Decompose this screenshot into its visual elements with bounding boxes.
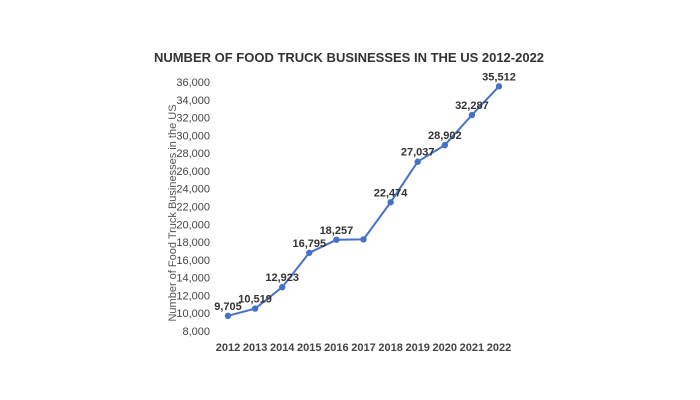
y-tick-label: 22,000 bbox=[176, 202, 210, 214]
y-tick-label: 34,000 bbox=[176, 95, 210, 107]
y-tick-label: 12,000 bbox=[176, 290, 210, 302]
x-tick-label: 2018 bbox=[378, 342, 402, 354]
data-label: 12,923 bbox=[265, 272, 299, 284]
x-axis-ticks: 2012 2013 2014 2015 2016 2017 2018 2019 2020 2021… bbox=[216, 342, 511, 354]
data-point bbox=[333, 236, 340, 243]
data-label: 27,037 bbox=[401, 147, 435, 159]
data-point bbox=[387, 199, 394, 206]
data-point bbox=[441, 141, 448, 149]
y-axis-ticks: 8,000 10,000 12,000 14,000 16,000 18,000 20,00… bbox=[176, 77, 210, 338]
x-tick-label: 2022 bbox=[487, 342, 511, 354]
data-label: 16,795 bbox=[292, 238, 326, 250]
y-tick-label: 14,000 bbox=[176, 273, 210, 285]
data-point bbox=[306, 249, 313, 256]
y-tick-label: 20,000 bbox=[176, 219, 210, 231]
x-tick-label: 2016 bbox=[324, 342, 348, 354]
y-tick-label: 18,000 bbox=[176, 237, 210, 249]
data-label: 18,257 bbox=[320, 225, 354, 237]
x-tick-label: 2014 bbox=[270, 342, 295, 354]
y-tick-label: 28,000 bbox=[176, 148, 210, 160]
chart-title: NUMBER OF FOOD TRUCK BUSINESSES IN THE U… bbox=[154, 50, 544, 65]
x-tick-label: 2020 bbox=[433, 342, 457, 354]
data-point bbox=[251, 305, 259, 312]
y-tick-label: 10,000 bbox=[176, 308, 210, 320]
data-point bbox=[468, 111, 476, 119]
data-point bbox=[414, 158, 421, 165]
series-layer bbox=[224, 83, 503, 320]
y-axis-label: Number of Food Truck Businesses in the U… bbox=[167, 104, 179, 321]
data-point bbox=[360, 236, 367, 243]
data-label: 9,705 bbox=[214, 301, 242, 313]
x-tick-label: 2021 bbox=[460, 342, 484, 354]
data-point bbox=[495, 83, 503, 90]
y-tick-label: 32,000 bbox=[176, 113, 210, 125]
y-tick-label: 26,000 bbox=[176, 166, 210, 178]
y-tick-label: 8,000 bbox=[182, 326, 210, 338]
data-label: 10,519 bbox=[238, 294, 272, 306]
x-tick-label: 2012 bbox=[216, 342, 240, 354]
y-tick-label: 30,000 bbox=[176, 130, 210, 142]
data-label: 35,512 bbox=[482, 71, 516, 83]
x-tick-label: 2013 bbox=[243, 342, 267, 354]
x-tick-label: 2017 bbox=[351, 342, 375, 354]
y-tick-label: 16,000 bbox=[176, 255, 210, 267]
data-label: 28,902 bbox=[428, 130, 462, 142]
data-label: 32,287 bbox=[455, 100, 489, 112]
data-point bbox=[224, 312, 232, 320]
y-tick-label: 36,000 bbox=[176, 77, 210, 89]
x-tick-label: 2015 bbox=[297, 342, 321, 354]
data-point bbox=[279, 284, 286, 291]
data-label: 22,474 bbox=[374, 187, 409, 199]
y-tick-label: 24,000 bbox=[176, 184, 210, 196]
x-tick-label: 2019 bbox=[405, 342, 429, 354]
